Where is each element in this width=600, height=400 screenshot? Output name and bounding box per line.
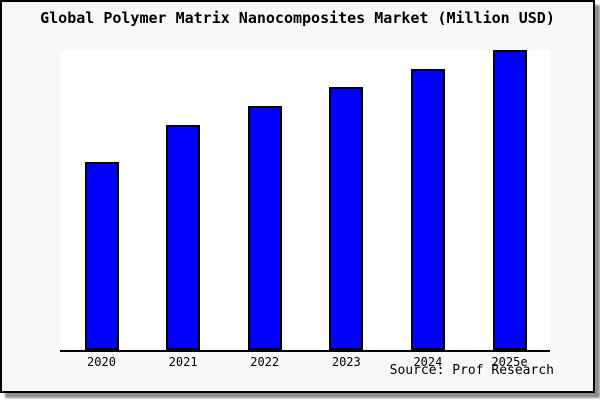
bar-2023 — [329, 87, 364, 350]
chart-card: Global Polymer Matrix Nanocomposites Mar… — [0, 0, 595, 393]
x-tick-label-2024: 2024 — [413, 355, 443, 369]
bar-2024 — [410, 69, 445, 350]
x-tick-label-2021: 2021 — [168, 355, 198, 369]
x-tick-label-2020: 2020 — [87, 355, 116, 369]
source-note: Source: Prof Research — [389, 363, 554, 378]
plot-area — [60, 50, 550, 352]
chart-title: Global Polymer Matrix Nanocomposites Mar… — [40, 9, 555, 27]
x-tick-label-2025e: 2025e — [491, 355, 528, 369]
x-tick-label-2023: 2023 — [331, 355, 361, 369]
bar-2022 — [247, 106, 282, 350]
bar-2025e — [492, 50, 527, 350]
bar-2021 — [166, 125, 201, 350]
x-tick-label-2022: 2022 — [250, 355, 280, 369]
bar-2020 — [84, 162, 119, 350]
